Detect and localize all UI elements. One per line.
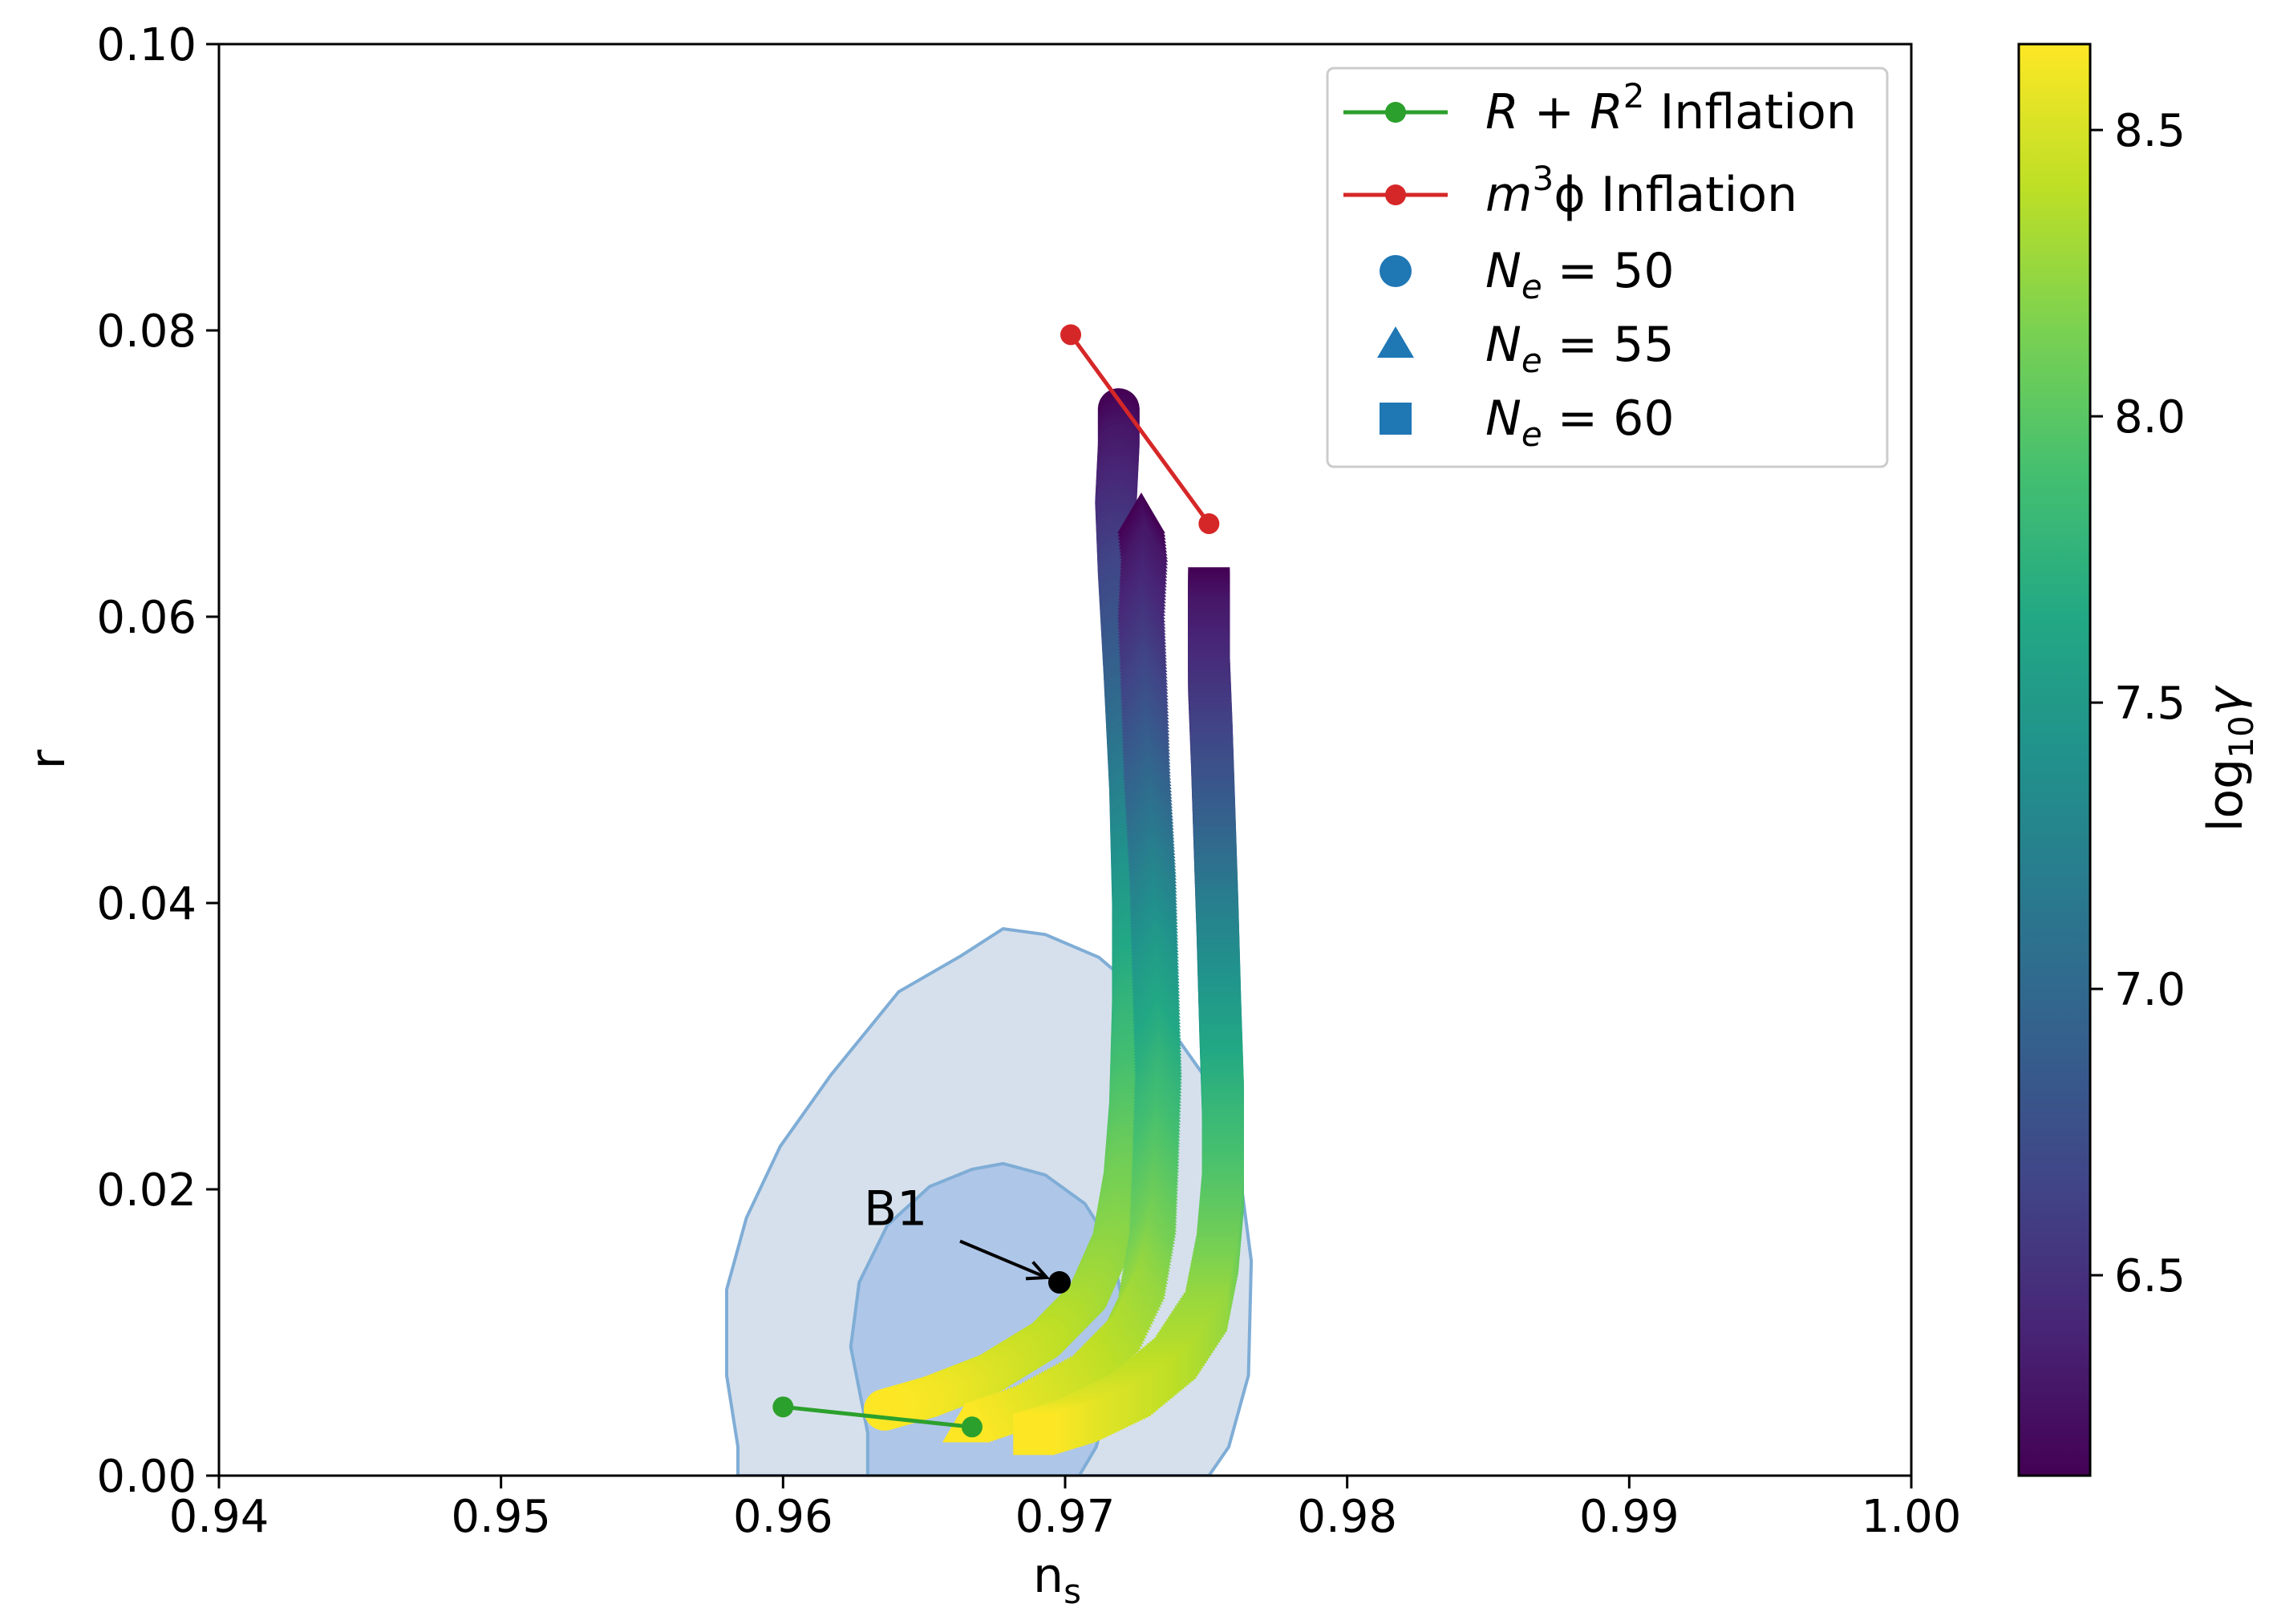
plot-area bbox=[725, 324, 1254, 1476]
y-tick-label: 0.08 bbox=[96, 306, 197, 358]
legend-item-4: Ne = 60 bbox=[1380, 391, 1675, 454]
legend-marker-swatch bbox=[1385, 184, 1406, 205]
y-tick-label: 0.02 bbox=[96, 1164, 197, 1217]
y-axis-label: r bbox=[20, 749, 76, 769]
model-line-path bbox=[1069, 333, 1211, 525]
model-lines-layer bbox=[772, 324, 1220, 1438]
annotation-point-b1 bbox=[1047, 1271, 1071, 1294]
legend-item-0: R + R2 Inflation bbox=[1343, 76, 1857, 140]
legend-marker-swatch bbox=[1385, 102, 1406, 123]
legend-frame bbox=[1326, 67, 1889, 468]
legend-label: R + R2 Inflation bbox=[1485, 76, 1857, 140]
model-line-point bbox=[772, 1396, 794, 1418]
legend-label: Ne = 60 bbox=[1485, 391, 1675, 454]
model-line-path bbox=[783, 1404, 973, 1429]
x-tick-label: 0.99 bbox=[1579, 1491, 1679, 1543]
model-line-0 bbox=[772, 1396, 983, 1438]
x-tick-label: 0.97 bbox=[1015, 1491, 1116, 1543]
legend-label: m3ϕ Inflation bbox=[1485, 159, 1797, 223]
legend-label: Ne = 50 bbox=[1485, 243, 1675, 306]
annotation-arrow-head bbox=[1025, 1261, 1051, 1281]
annotation-label-b1: B1 bbox=[864, 1181, 927, 1237]
legend-item-3: Ne = 55 bbox=[1377, 317, 1675, 380]
series-triangle-track bbox=[942, 492, 1182, 1443]
legend-marker-swatch bbox=[1380, 403, 1412, 435]
colorbar-tick-label: 8.0 bbox=[2114, 391, 2186, 443]
annotation-layer: B1 bbox=[864, 1181, 1071, 1294]
x-tick-label: 1.00 bbox=[1862, 1491, 1962, 1543]
legend: R + R2 Inflation m3ϕ Inflation Ne = 50 Ne =… bbox=[1326, 67, 1889, 468]
x-axis-ticks: 0.94 0.95 0.96 0.97 0.98 0.99 1.00 bbox=[169, 1476, 1962, 1543]
series-point bbox=[863, 1388, 906, 1431]
colorbar-tick-label: 7.5 bbox=[2114, 678, 2186, 730]
x-axis-label: ns bbox=[1033, 1548, 1081, 1611]
colorbar-frame bbox=[2017, 43, 2092, 1477]
annotation-arrow bbox=[959, 1239, 1047, 1279]
y-tick-label: 0.00 bbox=[96, 1451, 197, 1503]
legend-label: Ne = 55 bbox=[1485, 317, 1675, 380]
series-square-track bbox=[1013, 567, 1244, 1456]
model-line-1 bbox=[1060, 324, 1220, 534]
y-tick-label: 0.06 bbox=[96, 592, 197, 644]
colorbar-tick-label: 7.0 bbox=[2114, 964, 2186, 1016]
y-tick-label: 0.04 bbox=[96, 878, 197, 930]
colorbar-label: log10γ bbox=[2198, 684, 2261, 832]
series-layer bbox=[863, 388, 1244, 1456]
x-tick-label: 0.96 bbox=[733, 1491, 833, 1543]
legend-marker-swatch bbox=[1377, 326, 1414, 358]
legend-item-1: m3ϕ Inflation bbox=[1343, 159, 1797, 223]
x-tick-label: 0.94 bbox=[169, 1491, 269, 1543]
model-line-point bbox=[961, 1416, 983, 1438]
model-line-point bbox=[1060, 324, 1082, 346]
legend-marker-swatch bbox=[1380, 255, 1412, 287]
model-line-point bbox=[1198, 512, 1220, 534]
y-axis-ticks: 0.00 0.02 0.04 0.06 0.08 0.10 bbox=[96, 19, 219, 1503]
colorbar: 6.5 7.0 7.5 8.0 8.5 log10γ bbox=[2017, 43, 2261, 1477]
colorbar-tick-label: 6.5 bbox=[2114, 1250, 2186, 1302]
colorbar-ticks: 6.5 7.0 7.5 8.0 8.5 bbox=[2090, 105, 2186, 1302]
x-tick-label: 0.98 bbox=[1297, 1491, 1397, 1543]
colorbar-tick-label: 8.5 bbox=[2114, 105, 2186, 157]
series-point bbox=[1013, 1413, 1055, 1456]
colorbar-gradient bbox=[2019, 44, 2090, 1476]
y-tick-label: 0.10 bbox=[96, 19, 197, 71]
legend-item-2: Ne = 50 bbox=[1380, 243, 1675, 306]
x-tick-label: 0.95 bbox=[451, 1491, 551, 1543]
